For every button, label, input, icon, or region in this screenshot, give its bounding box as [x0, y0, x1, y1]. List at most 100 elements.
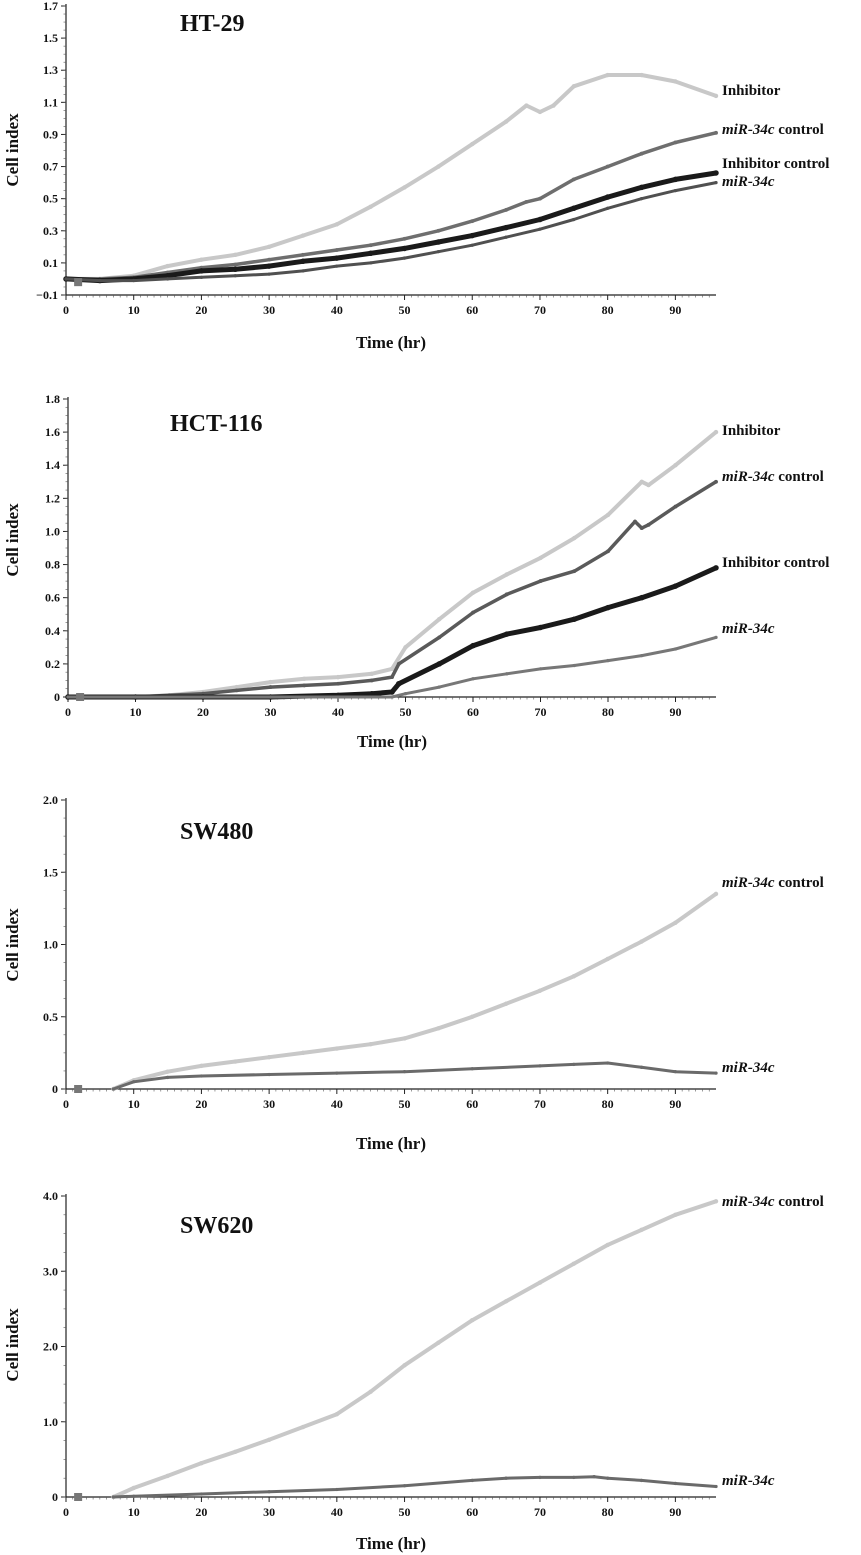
x-tick-label: 40 — [331, 1505, 343, 1519]
data-point — [132, 1080, 136, 1084]
y-tick-label: 4.0 — [43, 1189, 58, 1203]
data-point — [538, 227, 542, 231]
data-point — [334, 1412, 340, 1417]
series-label-italic: miR-34c — [722, 1060, 775, 1076]
data-point — [390, 675, 394, 680]
series-line — [64, 181, 718, 283]
data-point — [572, 1475, 576, 1480]
data-point — [369, 671, 374, 677]
y-tick-label: 1.3 — [43, 63, 58, 77]
data-point — [592, 1475, 596, 1479]
x-tick-label: 10 — [128, 1097, 140, 1111]
data-point — [335, 264, 339, 268]
series-label: miR-34c control — [722, 122, 824, 138]
y-tick-label: 1.1 — [43, 95, 58, 109]
data-point — [402, 1036, 407, 1041]
origin-marker — [74, 1493, 83, 1501]
series-label-text: control — [775, 875, 824, 891]
x-tick-label: 0 — [65, 705, 71, 719]
series-label-italic: miR-34c — [722, 621, 775, 637]
data-point — [164, 272, 171, 279]
data-point — [606, 658, 610, 663]
y-tick-label: 0 — [52, 1490, 58, 1504]
data-point — [633, 519, 637, 524]
data-point — [165, 1075, 170, 1080]
data-point — [436, 250, 441, 254]
series-label-text: Inhibitor — [722, 83, 781, 99]
data-point — [402, 236, 407, 241]
data-point — [403, 645, 408, 650]
data-point — [639, 72, 644, 78]
data-point — [368, 204, 373, 209]
data-point — [336, 681, 340, 686]
x-axis-title: Time (hr) — [356, 1134, 426, 1153]
x-tick-label: 60 — [466, 1097, 478, 1111]
data-point — [232, 266, 239, 273]
x-tick-label: 90 — [669, 1505, 681, 1519]
data-point — [233, 252, 238, 258]
y-tick-label: 1.8 — [45, 392, 60, 406]
x-tick-label: 10 — [128, 1505, 140, 1519]
y-tick-label: 0.3 — [43, 224, 58, 238]
data-point — [435, 239, 442, 245]
data-point — [572, 1062, 576, 1067]
data-point — [571, 177, 576, 182]
data-point — [268, 679, 273, 685]
data-point — [470, 642, 476, 649]
data-point — [436, 164, 441, 169]
data-point — [672, 583, 679, 589]
x-tick-label: 70 — [534, 1505, 546, 1519]
data-point — [267, 1490, 271, 1494]
chart-panel-4: 0 10 20 30 40 50 60 70 80 90 0 1.0 2.0 3.0 4.0 Time (hr… — [3, 1189, 824, 1553]
chart-panel-2: 0 10 20 30 40 50 60 70 80 90 0 0.2 0.4 0.6 0.8 1.0 1.2 1.… — [3, 392, 829, 751]
data-point — [673, 79, 678, 84]
x-tick-label: 50 — [399, 303, 411, 317]
data-point — [369, 261, 373, 265]
data-point — [605, 1242, 610, 1248]
y-tick-label: −0.1 — [36, 288, 58, 302]
data-point — [302, 676, 307, 681]
series-label-text: control — [775, 122, 824, 138]
series-label: miR-34c control — [722, 875, 824, 891]
x-tick-label: 40 — [331, 1097, 343, 1111]
data-point — [606, 1061, 610, 1065]
data-point — [403, 692, 408, 696]
panel-title: HCT-116 — [170, 411, 262, 437]
x-tick-label: 20 — [197, 705, 209, 719]
series-label: Inhibitor control — [722, 156, 829, 172]
data-point — [606, 549, 610, 554]
data-point — [268, 685, 273, 689]
data-point — [504, 592, 509, 597]
y-tick-label: 0 — [54, 690, 60, 704]
data-point — [165, 1069, 170, 1074]
y-tick-label: 0.1 — [43, 256, 58, 270]
y-tick-label: 3.0 — [43, 1264, 58, 1278]
data-point — [606, 1476, 610, 1480]
x-axis-title: Time (hr) — [357, 732, 427, 751]
x-tick-label: 90 — [670, 705, 682, 719]
chart-panel-3: 0 10 20 30 40 50 60 70 80 90 0 0.5 1.0 1.5 2.0 Time (hr… — [3, 793, 824, 1153]
data-point — [504, 572, 509, 577]
data-point — [646, 522, 651, 527]
data-point — [673, 1481, 678, 1486]
data-point — [111, 1087, 116, 1091]
origin-marker — [76, 693, 85, 701]
x-tick-label: 30 — [263, 1505, 275, 1519]
data-point — [66, 695, 70, 699]
data-point — [335, 1487, 339, 1492]
data-point — [369, 690, 375, 697]
series-line — [66, 635, 718, 699]
data-point — [334, 248, 339, 252]
data-point — [605, 604, 611, 611]
data-point — [199, 275, 204, 279]
x-tick-label: 50 — [400, 705, 412, 719]
x-tick-label: 90 — [669, 1097, 681, 1111]
data-point — [336, 695, 340, 699]
data-point — [503, 1001, 509, 1006]
data-point — [639, 1065, 644, 1069]
data-point — [639, 594, 645, 601]
data-point — [396, 661, 401, 666]
data-point — [604, 194, 611, 200]
data-point — [334, 1046, 340, 1051]
data-point — [301, 252, 305, 257]
